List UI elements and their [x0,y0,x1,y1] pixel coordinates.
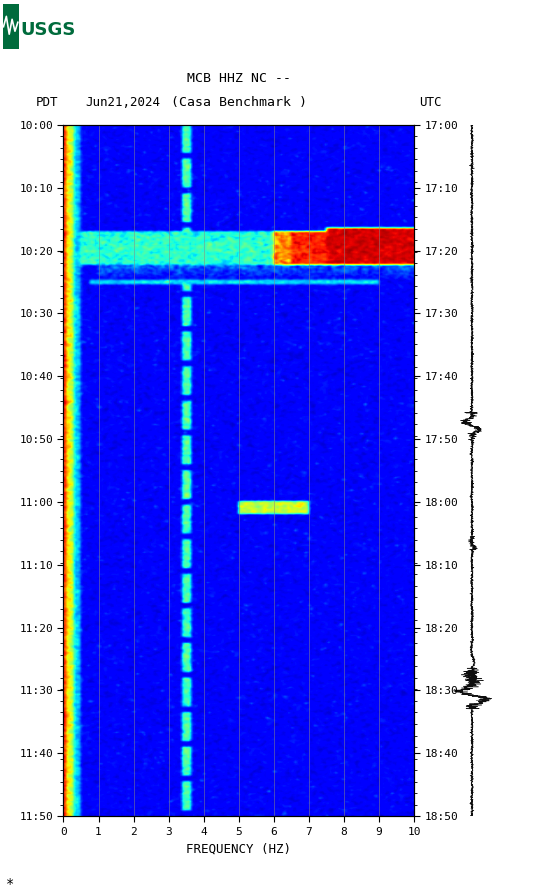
Text: *: * [6,877,14,890]
Text: MCB HHZ NC --: MCB HHZ NC -- [187,71,291,85]
Text: UTC: UTC [420,95,442,109]
Text: PDT: PDT [36,95,59,109]
Text: Jun21,2024: Jun21,2024 [86,95,161,109]
X-axis label: FREQUENCY (HZ): FREQUENCY (HZ) [186,842,291,855]
Text: USGS: USGS [21,21,76,38]
Polygon shape [3,4,19,49]
Text: (Casa Benchmark ): (Casa Benchmark ) [171,95,307,109]
